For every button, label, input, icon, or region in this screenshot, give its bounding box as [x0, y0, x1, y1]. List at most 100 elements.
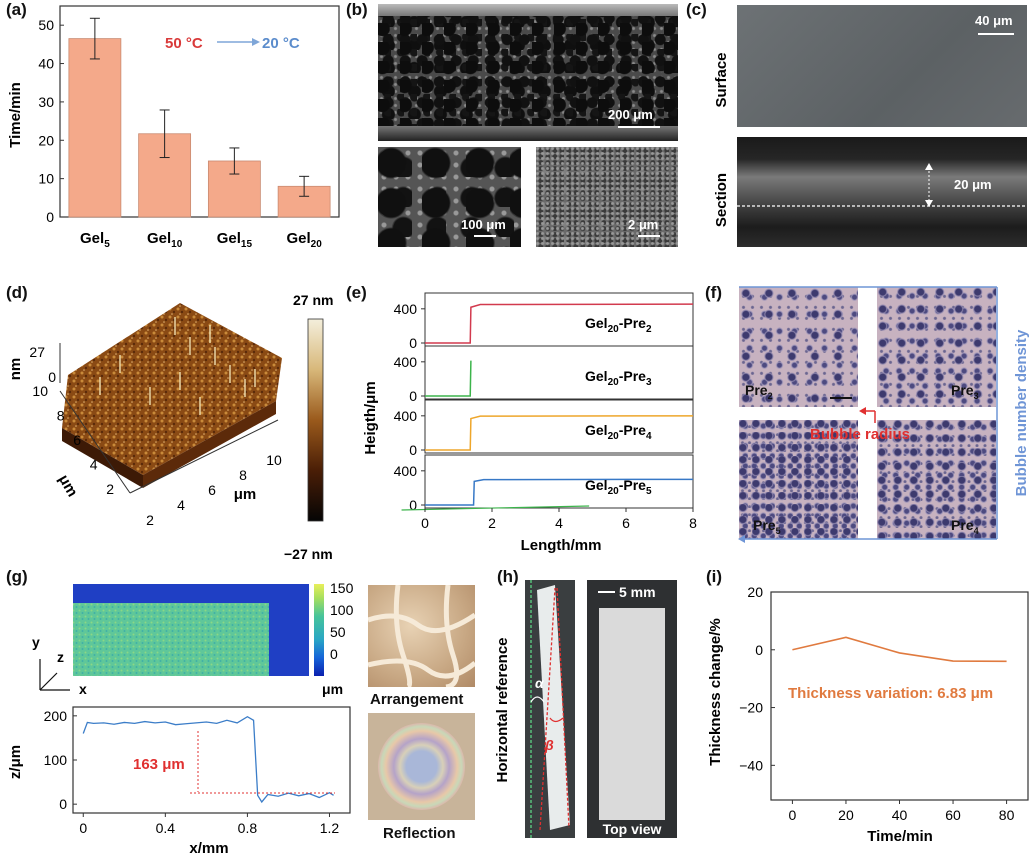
triad-x-label: x: [79, 681, 87, 697]
profile-y-tick-label: 400: [394, 354, 418, 370]
profile-subpanel-frame: [424, 399, 694, 454]
height-profile-chart: Heigth/μm 4000Gel20-Pre24000Gel20-Pre340…: [362, 292, 697, 554]
sem-right-scale-text: 2 μm: [628, 217, 659, 232]
profile-stray-series: [401, 505, 590, 511]
sem-main-scale-text: 200 μm: [608, 107, 653, 122]
horizontal-reference-label: Horizontal reference: [495, 637, 511, 782]
sem-right-scale-bar: [638, 235, 660, 237]
profile-x-tick-label: 4: [555, 515, 563, 531]
bar-y-tick-label: 10: [38, 171, 54, 187]
profile-subpanel-frame: [424, 345, 694, 400]
panel-label-i: (i): [706, 567, 723, 586]
profile-series-label: Gel20-Pre3: [585, 368, 652, 388]
micrograph-pre3: Pre3: [877, 287, 996, 407]
height-map-film: [73, 603, 269, 676]
height-map-colorbar-unit: μm: [322, 681, 343, 697]
profile-line-x-tick-label: 0.4: [156, 820, 176, 836]
profile-subpanel-frame: [424, 292, 694, 347]
afm-z-top: 27: [29, 344, 45, 360]
alpha-arc: [530, 696, 545, 703]
thickness-x-tick-label: 60: [945, 807, 961, 823]
beta-label: β: [544, 737, 554, 753]
thickness-x-tick-label: 80: [999, 807, 1015, 823]
beta-guide-line: [556, 587, 570, 829]
surface-scale-bar: [978, 33, 1014, 35]
reflection-caption: Reflection: [383, 825, 456, 842]
profile-ylabel: Heigth/μm: [362, 381, 379, 454]
down-arrow-icon: [925, 200, 933, 207]
afm-colorbar: [307, 318, 324, 522]
panel-label-g: (g): [6, 567, 28, 586]
profile-line-x-tick-label: 1.2: [320, 820, 340, 836]
profile-series-label: Gel20-Pre5: [585, 477, 652, 497]
thickness-x-tick-label: 40: [892, 807, 908, 823]
sem-foam-cross-section: 200 μm: [378, 4, 678, 141]
profile-y-tick-label: 0: [409, 388, 417, 404]
profile-xlabel: Length/mm: [521, 537, 602, 554]
bar-Gel5: [68, 38, 122, 218]
afm-colorbar-max: 27 nm: [293, 292, 333, 308]
afm-x-tick-label: 4: [177, 497, 185, 513]
thickness-y-tick-label: −40: [739, 757, 763, 773]
triad-z-label: z: [57, 649, 64, 665]
sem-bottom-skin: [378, 126, 678, 141]
profile-y-tick-label: 0: [409, 335, 417, 351]
profile-y-tick-label: 400: [394, 408, 418, 424]
bar-category-label: Gel15: [217, 230, 253, 250]
panel-label-e: (e): [346, 283, 367, 302]
profile-x-tick-label: 8: [689, 515, 697, 531]
top-view-strip: [599, 608, 665, 820]
thickness-y-tick-label: 0: [755, 642, 763, 658]
profile-series-Gel20-Pre4: [425, 415, 694, 451]
top-view-scale-text: 5 mm: [619, 584, 656, 600]
sem-c-side-labels: Surface Section: [713, 52, 730, 227]
afm-z-label: nm: [7, 358, 24, 381]
thickness-x-tick-label: 20: [838, 807, 854, 823]
section-overlay: [737, 163, 1027, 207]
afm-x-tick-label: 2: [146, 512, 154, 528]
afm-x-unit: μm: [234, 486, 257, 503]
side-view-strip: [537, 585, 570, 830]
height-map-colorbar: [314, 584, 324, 676]
afm-wall-left: [62, 428, 143, 488]
bar-y-tick-label: 20: [38, 132, 54, 148]
micrograph-pre4-label: Pre4: [951, 517, 979, 536]
legend-cold-label: 20 °C: [262, 35, 300, 52]
height-map-colorbar-tick: 0: [330, 646, 338, 662]
height-map-colorbar-tick: 100: [330, 602, 354, 618]
profile-series-label: Gel20-Pre2: [585, 315, 652, 335]
surface-scale-text: 40 μm: [975, 13, 1013, 28]
sem-pore-zoom: 100 μm: [378, 147, 521, 247]
afm-z-zero: 0: [48, 369, 56, 385]
panel-label-c: (c): [686, 0, 707, 19]
afm-colorbar-min: −27 nm: [284, 546, 333, 562]
profile-y-tick-label: 0: [409, 442, 417, 458]
profile-line-series: [82, 715, 334, 804]
profile-y-tick-label: 400: [394, 463, 418, 479]
bubble-radius-label: Bubble radius: [810, 426, 910, 443]
profile-series-Gel20-Pre2: [425, 303, 694, 344]
step-height-label: 163 μm: [133, 756, 185, 773]
reflection-rings: [378, 723, 465, 810]
alpha-label: α: [535, 675, 545, 691]
arrangement-grid: [368, 585, 475, 687]
profile-series-label: Gel20-Pre4: [585, 422, 652, 442]
profile-series-Gel20-Pre3: [425, 360, 472, 397]
profilometry-panel: 150 100 50 0 μm y z x z/μm 200 100 0 0 0.4 0.8 1…: [7, 580, 354, 855]
micrograph-pre2-label: Pre2: [745, 382, 773, 401]
sem-section-image: 20 μm: [737, 137, 1027, 247]
profile-series-Gel20-Pre5: [425, 478, 694, 506]
profile-line-x-tick-label: 0: [79, 820, 87, 836]
afm-wall-right: [143, 401, 276, 488]
profile-line-y-tick-label: 200: [44, 708, 68, 724]
afm-y-tick-label: 10: [32, 383, 48, 399]
top-view-label: Top view: [603, 821, 662, 837]
alpha-guide-line: [539, 587, 556, 831]
legend-arrow-head-icon: [252, 38, 260, 46]
afm-y-tick-label: 8: [57, 408, 65, 424]
strip-photos: Horizontal reference α β 5 mm Top view: [495, 580, 677, 838]
height-map-colorbar-tick: 50: [330, 624, 346, 640]
thickness-annotation: Thickness variation: 6.83 μm: [788, 685, 993, 702]
bar-chart-a: Time/min 0 10 20 30 40 50 Gel5 Gel10 Gel15 Gel20…: [7, 5, 340, 250]
